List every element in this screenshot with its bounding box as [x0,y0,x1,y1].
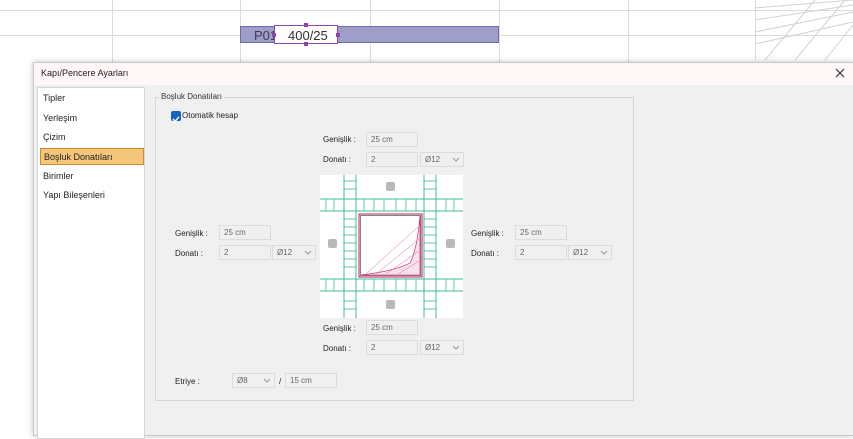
dialog-titlebar[interactable]: Kapı/Pencere Ayarları [34,63,853,85]
right-rebar-count-field[interactable]: 2 [515,245,567,260]
dialog-title: Kapı/Pencere Ayarları [41,68,129,78]
rebar-lines [320,175,463,318]
selection-handle[interactable] [304,23,308,27]
left-width-label: Genişlik : [175,229,208,238]
nav-item-cizim[interactable]: Çizim [43,132,66,142]
chevron-down-icon [452,157,460,162]
left-rebar-dia-value: Ø12 [277,248,293,257]
grid-line [0,10,853,11]
top-width-field[interactable]: 25 cm [366,132,418,147]
top-rebar-label: Donatı : [323,155,352,164]
stirrup-ticks [325,180,455,310]
left-rebar-dia-select[interactable]: Ø12 [272,245,316,260]
stirrup-separator: / [279,377,282,386]
right-rebar-dia-value: Ø12 [573,248,589,257]
right-rebar-checkbox[interactable] [446,239,455,248]
top-width-label: Genişlik : [323,135,356,144]
stirrup-spacing-field[interactable]: 15 cm [285,373,337,388]
deflection-hatch [365,226,420,275]
beam-code-label: P01 [254,28,278,43]
check-icon [172,116,180,123]
settings-dialog: Kapı/Pencere Ayarları Tipler Yerleşim Çi… [33,62,853,439]
top-rebar-dia-select[interactable]: Ø12 [420,152,464,167]
right-rebar-label: Donatı : [471,249,500,258]
close-icon[interactable] [833,66,847,80]
nav-item-yerlesim[interactable]: Yerleşim [43,113,78,123]
left-rebar-count-field[interactable]: 2 [219,245,271,260]
left-width-field[interactable]: 25 cm [219,225,271,240]
selection-handle[interactable] [272,33,276,37]
group-title: Boşluk Donatıları [159,92,224,101]
selection-handle[interactable] [304,42,308,46]
bottom-width-field[interactable]: 25 cm [366,320,418,335]
right-width-label: Genişlik : [471,229,504,238]
selection-handle[interactable] [336,33,340,37]
chevron-down-icon [304,250,312,255]
category-list: Tipler Yerleşim Çizim Boşluk Donatıları … [37,87,145,439]
top-rebar-checkbox[interactable] [386,182,395,191]
beam-size-label: 400/25 [288,28,328,43]
left-rebar-checkbox[interactable] [328,239,337,248]
opening-rebar-diagram [320,175,463,318]
nav-item-yapi-bilesenleri[interactable]: Yapı Bileşenleri [43,190,105,200]
deflection-zone [360,215,421,276]
right-width-field[interactable]: 25 cm [515,225,567,240]
auto-calc-label: Otomatik hesap [182,111,239,120]
stirrup-label: Etriye : [175,377,200,386]
auto-calc-checkbox[interactable] [171,111,181,123]
perspective-view [755,0,853,60]
bottom-width-label: Genişlik : [323,324,356,333]
nav-item-birimler[interactable]: Birimler [43,171,74,181]
stirrup-dia-value: Ø8 [237,376,248,385]
top-rebar-dia-value: Ø12 [425,155,441,164]
top-rebar-count-field[interactable]: 2 [366,152,418,167]
chevron-down-icon [452,345,460,350]
bottom-rebar-label: Donatı : [323,344,352,353]
opening-inner [360,215,421,276]
stirrup-dia-select[interactable]: Ø8 [232,373,275,388]
nav-item-tipler[interactable]: Tipler [43,93,66,103]
bottom-rebar-checkbox[interactable] [386,300,395,309]
left-rebar-label: Donatı : [175,249,204,258]
bottom-rebar-count-field[interactable]: 2 [366,340,418,355]
bottom-rebar-dia-value: Ø12 [425,343,441,352]
nav-item-bosluk-donatilari[interactable]: Boşluk Donatıları [40,148,144,165]
chevron-down-icon [263,378,271,383]
right-rebar-dia-select[interactable]: Ø12 [568,245,612,260]
bottom-rebar-dia-select[interactable]: Ø12 [420,340,464,355]
chevron-down-icon [600,250,608,255]
